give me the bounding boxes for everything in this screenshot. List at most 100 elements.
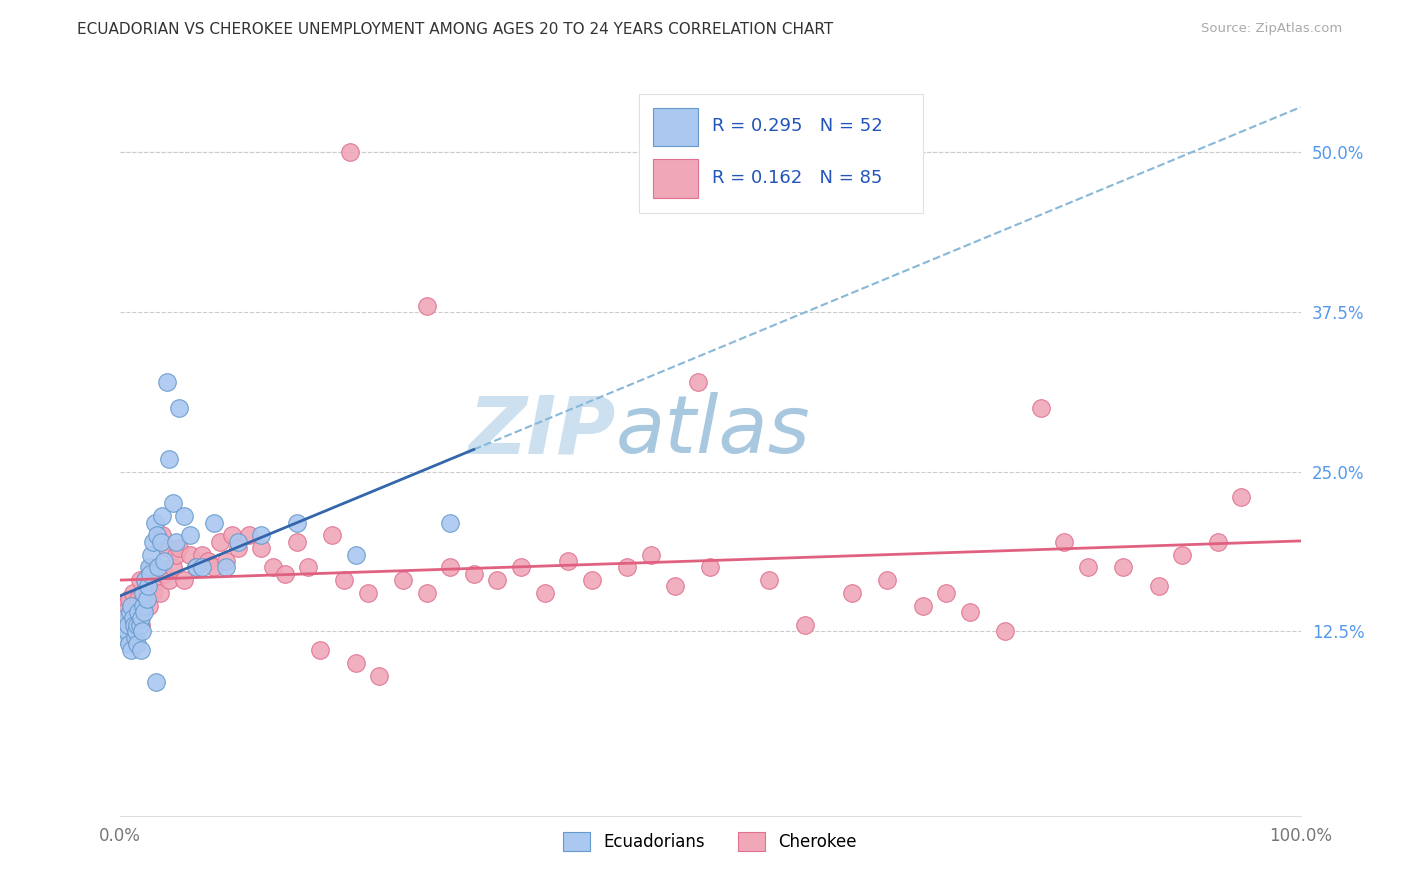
Text: R = 0.295   N = 52: R = 0.295 N = 52: [713, 117, 883, 136]
Point: [146, 573, 169, 587]
Point: [1053, 534, 1076, 549]
Point: [114, 631, 136, 645]
Point: [339, 145, 361, 160]
Point: [640, 548, 662, 562]
Point: [121, 611, 143, 625]
Point: [124, 631, 146, 645]
Point: [121, 586, 143, 600]
Point: [157, 451, 180, 466]
Point: [142, 534, 165, 549]
Point: [148, 560, 170, 574]
Point: [120, 605, 142, 619]
Point: [112, 599, 135, 613]
Point: [1206, 534, 1229, 549]
Point: [124, 605, 146, 619]
Text: R = 0.162   N = 85: R = 0.162 N = 85: [713, 169, 883, 187]
Text: ZIP: ZIP: [468, 392, 616, 470]
Point: [117, 617, 139, 632]
Point: [202, 516, 225, 530]
Point: [129, 643, 152, 657]
Point: [208, 534, 231, 549]
Point: [1230, 490, 1253, 504]
Point: [959, 605, 981, 619]
Point: [128, 573, 150, 587]
Point: [134, 573, 156, 587]
Text: ECUADORIAN VS CHEROKEE UNEMPLOYMENT AMONG AGES 20 TO 24 YEARS CORRELATION CHART: ECUADORIAN VS CHEROKEE UNEMPLOYMENT AMON…: [77, 22, 834, 37]
Point: [141, 548, 163, 562]
Point: [486, 573, 509, 587]
Point: [136, 579, 159, 593]
Point: [197, 554, 219, 568]
FancyBboxPatch shape: [654, 160, 699, 198]
Point: [150, 509, 173, 524]
Point: [935, 586, 957, 600]
Point: [115, 624, 138, 639]
Point: [793, 617, 815, 632]
Point: [392, 573, 415, 587]
Point: [285, 516, 308, 530]
Text: atlas: atlas: [616, 392, 810, 470]
Point: [132, 592, 155, 607]
Point: [581, 573, 603, 587]
Point: [415, 586, 437, 600]
Point: [758, 573, 780, 587]
Point: [215, 560, 238, 574]
Point: [162, 560, 184, 574]
Legend: Ecuadorians, Cherokee: Ecuadorians, Cherokee: [555, 823, 865, 860]
Point: [215, 554, 238, 568]
Point: [138, 560, 160, 574]
Point: [114, 605, 136, 619]
Point: [122, 617, 145, 632]
Point: [115, 624, 138, 639]
Point: [533, 586, 555, 600]
Point: [179, 548, 201, 562]
Point: [127, 637, 149, 651]
Point: [132, 586, 155, 600]
Point: [131, 624, 153, 639]
Point: [368, 669, 391, 683]
Point: [134, 573, 156, 587]
Point: [167, 541, 190, 555]
Point: [439, 516, 461, 530]
Point: [226, 541, 249, 555]
Text: Source: ZipAtlas.com: Source: ZipAtlas.com: [1202, 22, 1343, 36]
Point: [117, 611, 139, 625]
Point: [250, 541, 273, 555]
Point: [463, 566, 485, 581]
Point: [186, 560, 208, 574]
Point: [186, 560, 208, 574]
Point: [153, 554, 176, 568]
Point: [238, 528, 260, 542]
Point: [131, 605, 153, 619]
Point: [146, 528, 169, 542]
Point: [191, 548, 214, 562]
Point: [202, 560, 225, 574]
Point: [134, 586, 156, 600]
Point: [157, 573, 180, 587]
Point: [173, 573, 195, 587]
Point: [143, 560, 166, 574]
Point: [129, 617, 152, 632]
Point: [120, 605, 142, 619]
Point: [156, 541, 179, 555]
Point: [356, 586, 378, 600]
Point: [1077, 560, 1099, 574]
Point: [138, 599, 160, 613]
Point: [139, 560, 162, 574]
Point: [114, 617, 136, 632]
Point: [122, 617, 145, 632]
Point: [1029, 401, 1052, 415]
Point: [128, 617, 150, 632]
Point: [1171, 548, 1194, 562]
Point: [221, 528, 243, 542]
Point: [557, 554, 579, 568]
Point: [262, 560, 284, 574]
Point: [876, 573, 898, 587]
Point: [333, 573, 356, 587]
FancyBboxPatch shape: [640, 95, 922, 213]
Point: [165, 534, 187, 549]
Point: [226, 534, 249, 549]
Point: [149, 534, 172, 549]
Point: [114, 611, 136, 625]
Point: [127, 611, 149, 625]
